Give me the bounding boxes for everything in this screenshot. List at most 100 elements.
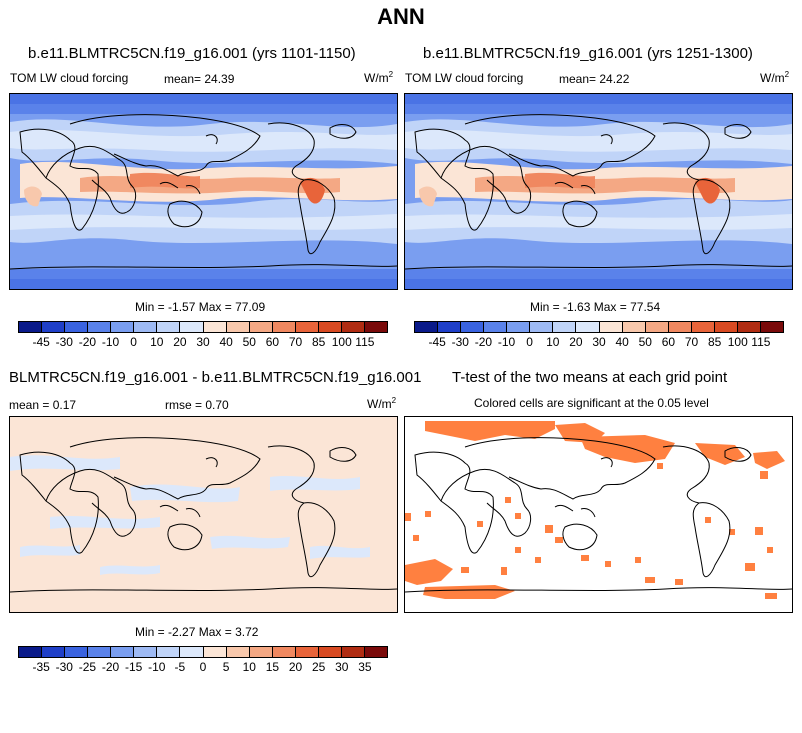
panel1-mean-label: mean= [164,72,202,86]
panel2-variable-label: TOM LW cloud forcing [405,71,524,85]
panel3-colorbar [18,646,388,658]
panel4-map-canvas [405,417,792,612]
panel3-rmse-label: rmse = [165,398,203,412]
colorbar-cell [226,322,250,332]
colorbar-cell [341,647,365,657]
panel3-min-label: Min = [135,625,165,639]
panel4-title: T-test of the two means at each grid poi… [452,369,728,386]
colorbar-cell [599,322,623,332]
colorbar-cell [157,647,181,657]
panel1-map [9,93,398,290]
colorbar-cell [461,322,485,332]
panel4-map [404,416,793,613]
colorbar-cell [295,322,319,332]
panel2-min-value: -1.63 [563,300,591,314]
colorbar-tick-label: 85 [707,335,722,349]
panel3-units: W/m2 [367,396,396,411]
colorbar-cell [42,322,66,332]
panel2-map-canvas [405,94,792,289]
colorbar-cell [134,322,158,332]
colorbar-tick-label: 0 [199,660,207,674]
colorbar-cell [249,322,273,332]
colorbar-tick-label: -45 [32,335,50,349]
colorbar-cell [203,322,227,332]
colorbar-cell [438,322,462,332]
panel3-mean: mean = 0.17 [9,398,76,412]
colorbar-cell [272,647,296,657]
colorbar-cell [272,322,296,332]
colorbar-cell [111,322,135,332]
colorbar-cell [180,647,204,657]
colorbar-tick-label: 30 [335,660,349,674]
panel1-map-canvas [10,94,397,289]
colorbar-cell [295,647,319,657]
colorbar-cell [576,322,600,332]
colorbar-tick-label: 0 [526,335,533,349]
panel3-mean-label: mean = [9,398,50,412]
colorbar-tick-label: 100 [331,335,352,349]
colorbar-tick-label: 25 [311,660,326,674]
panel1-units: W/m2 [364,70,393,85]
panel2-units-text: W/m [760,71,785,85]
panel3-rmse: rmse = 0.70 [165,398,229,412]
panel2-minmax: Min = -1.63 Max = 77.54 [530,300,660,314]
panel1-mean: mean= 24.39 [164,72,234,86]
panel2-mean-value: 24.22 [599,72,630,86]
panel2-min-label: Min = [530,300,560,314]
colorbar-cell [484,322,508,332]
colorbar-tick-label: -30 [55,335,73,349]
colorbar-tick-label: 50 [638,335,652,349]
panel1-variable-label: TOM LW cloud forcing [10,71,129,85]
panel1-title: b.e11.BLMTRC5CN.f19_g16.001 (yrs 1101-11… [28,45,356,62]
panel4-significant-cells [405,421,785,599]
colorbar-cell [645,322,669,332]
colorbar-cell [203,647,227,657]
panel3-mean-value: 0.17 [52,398,77,412]
colorbar-cell [318,647,342,657]
panel1-colorbar-ticks: -45 -30 -20 -10 0 10 20 30 40 50 60 70 85 100 115 [18,335,388,349]
colorbar-cell [668,322,692,332]
panel2-units: W/m2 [760,70,789,85]
colorbar-cell [65,647,89,657]
colorbar-cell [65,322,89,332]
panel2-max-value: 77.54 [630,300,661,314]
colorbar-tick-label: 5 [222,660,230,674]
panel2-map [404,93,793,290]
colorbar-tick-label: 0 [130,335,137,349]
colorbar-cell [19,322,43,332]
colorbar-cell [341,322,365,332]
panel2-max-label: Max = [593,300,627,314]
colorbar-tick-label: 20 [569,335,583,349]
colorbar-tick-label: -10 [497,335,516,349]
colorbar-cell [364,322,387,332]
panel2-title: b.e11.BLMTRC5CN.f19_g16.001 (yrs 1251-13… [423,45,753,62]
panel3-map [9,416,398,613]
colorbar-tick-label: -20 [474,335,493,349]
colorbar-tick-label: 15 [265,660,280,674]
colorbar-cell [530,322,554,332]
panel1-colorbar [18,321,388,333]
panel3-max-value: 3.72 [235,625,259,639]
panel3-title: BLMTRC5CN.f19_g16.001 - b.e11.BLMTRC5CN.… [9,369,422,386]
colorbar-tick-label: 30 [592,335,606,349]
colorbar-cell [318,322,342,332]
figure-title: ANN [377,4,425,29]
panel1-min-value: -1.57 [168,300,196,314]
colorbar-tick-label: -10 [101,335,120,349]
colorbar-tick-label: 40 [615,335,629,349]
panel3-map-canvas [10,417,397,612]
colorbar-cell [737,322,761,332]
colorbar-tick-label: 35 [358,660,372,674]
colorbar-cell [691,322,715,332]
colorbar-tick-label: 115 [355,335,375,349]
colorbar-cell [111,647,135,657]
colorbar-cell [364,647,387,657]
colorbar-cell [714,322,738,332]
colorbar-tick-label: 10 [242,660,256,674]
panel1-units-sup: 2 [388,70,394,79]
colorbar-cell [226,647,250,657]
colorbar-tick-label: -10 [148,660,166,674]
panel2-mean: mean= 24.22 [559,72,629,86]
panel1-units-text: W/m [364,71,389,85]
colorbar-cell [180,322,204,332]
